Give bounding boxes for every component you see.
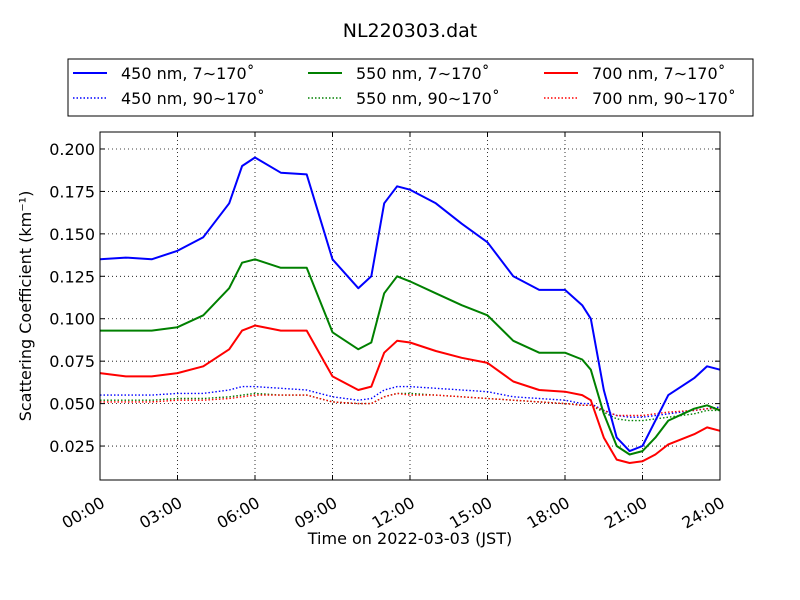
x-tick-label: 00:00 <box>59 493 108 533</box>
y-tick-label: 0.200 <box>49 140 95 159</box>
y-tick-label: 0.075 <box>49 352 95 371</box>
y-axis-title: Scattering Coefficient (km⁻¹) <box>16 191 35 422</box>
x-tick-label: 15:00 <box>446 493 495 533</box>
series-line-3 <box>100 392 720 422</box>
legend-label-2: 550 nm, 7∼170˚ <box>356 64 490 83</box>
y-tick-label: 0.175 <box>49 182 95 201</box>
series-line-5 <box>100 392 720 417</box>
series-line-0 <box>99 156 721 453</box>
series-group <box>99 156 721 464</box>
x-tick-label: 06:00 <box>214 493 263 533</box>
legend-label-1: 450 nm, 90∼170˚ <box>121 89 265 108</box>
y-tick-label: 0.025 <box>49 437 95 456</box>
y-tick-label: 0.100 <box>49 310 95 329</box>
chart-title: NL220303.dat <box>343 20 478 42</box>
x-tick-label: 12:00 <box>369 493 418 533</box>
x-tick-label: 18:00 <box>524 493 573 533</box>
y-tick-label: 0.050 <box>49 395 95 414</box>
legend-label-3: 550 nm, 90∼170˚ <box>356 89 500 108</box>
x-axis-title: Time on 2022-03-03 (JST) <box>307 529 512 548</box>
x-tick-label: 21:00 <box>601 493 650 533</box>
legend-label-4: 700 nm, 7∼170˚ <box>592 64 726 83</box>
x-tick-label: 09:00 <box>291 493 340 533</box>
x-tick-label: 24:00 <box>679 493 728 533</box>
series-line-4 <box>99 324 721 464</box>
y-tick-label: 0.125 <box>49 267 95 286</box>
y-tick-label: 0.150 <box>49 225 95 244</box>
legend: 450 nm, 7∼170˚ 450 nm, 90∼170˚ 550 nm, 7∼1… <box>73 64 736 108</box>
legend-label-0: 450 nm, 7∼170˚ <box>121 64 255 83</box>
series-line-2 <box>100 258 721 456</box>
legend-box <box>67 58 754 117</box>
x-tick-label: 03:00 <box>136 493 185 533</box>
series-line-1 <box>100 385 721 418</box>
legend-label-5: 700 nm, 90∼170˚ <box>592 89 736 108</box>
